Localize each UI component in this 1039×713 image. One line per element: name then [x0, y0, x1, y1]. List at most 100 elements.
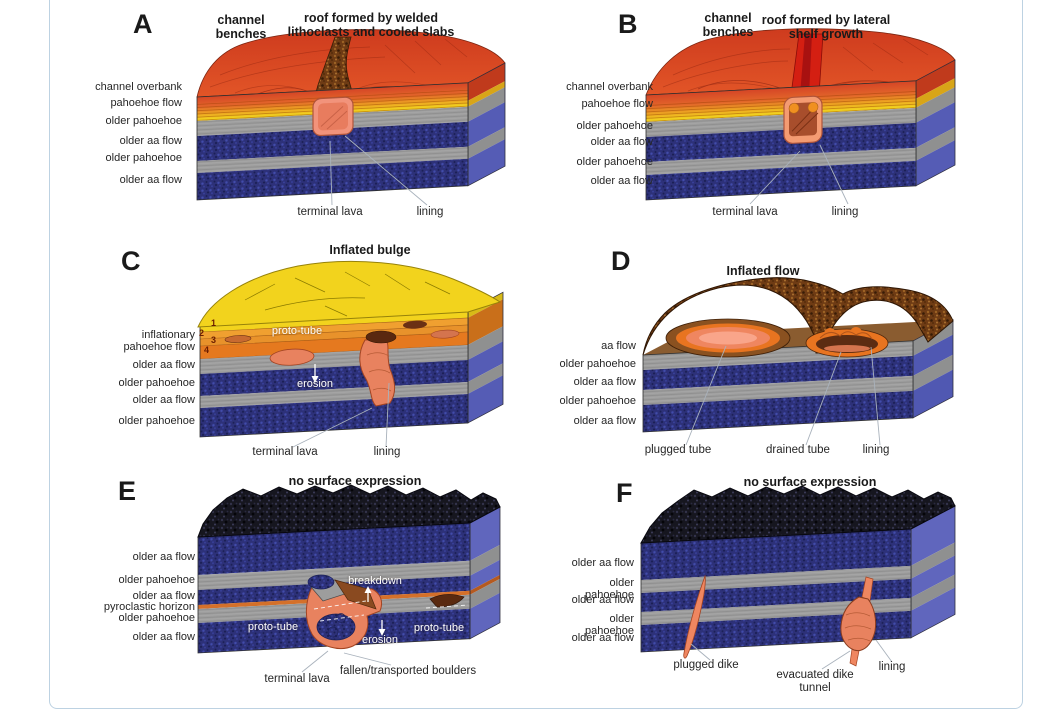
feature-label-terminal-lava: terminal lava — [712, 206, 778, 218]
leader-line — [343, 652, 392, 666]
breakdown-arrow — [364, 586, 372, 602]
side-face — [910, 504, 956, 639]
panel-c: C Inflated bulge inflationary pahoehoe f… — [85, 240, 515, 482]
side-face — [467, 291, 504, 424]
layer-label: older pahoehoe — [559, 395, 636, 407]
layer-label: older pahoehoe — [105, 152, 182, 164]
layer-label: older aa flow — [132, 590, 195, 602]
leader-line — [329, 140, 333, 206]
erosion-tube — [359, 330, 397, 407]
layer-label: older aa flow — [573, 376, 636, 388]
layer-label: older aa flow — [571, 594, 634, 606]
layer-label: older aa flow — [132, 551, 195, 563]
erosion-arrow — [378, 620, 386, 636]
sequence-number: 3 — [211, 335, 217, 345]
aa-flow-mounds — [642, 277, 954, 356]
lava-tube — [783, 95, 823, 144]
panel-b: B channel benches roof formed by lateral… — [558, 5, 1000, 240]
lateral-shelf-roof — [790, 33, 824, 96]
panel-letter: A — [133, 9, 153, 39]
side-face — [915, 59, 956, 187]
panel-e: E no surface expression older aa flow ol… — [85, 470, 515, 713]
layer-label: aa flow — [601, 340, 636, 352]
layer-label: older pahoehoe — [585, 577, 634, 601]
layer-label: older pahoehoe — [118, 612, 195, 624]
feature-label-plugged-tube: plugged tube — [644, 444, 712, 456]
fallen-boulders — [316, 613, 356, 641]
layer-label: older pahoehoe — [105, 115, 182, 127]
layer-label: older aa flow — [132, 359, 195, 371]
front-face — [199, 310, 469, 438]
panel-letter: E — [118, 476, 137, 506]
annotation-roof: roof formed by lateral shelf growth — [761, 13, 891, 42]
layer-label: older aa flow — [132, 631, 195, 643]
leader-line — [292, 407, 373, 448]
block-diagram-e — [197, 484, 501, 673]
front-face — [640, 528, 912, 653]
panel-d: D Inflated flow aa flow older pahoehoe o… — [558, 240, 1000, 482]
proto-tube-lens — [425, 594, 469, 609]
panel-a: A channel benches roof formed by welded … — [85, 5, 515, 240]
feature-label-lining: lining — [862, 444, 890, 456]
sequence-number: 1 — [211, 318, 217, 328]
layer-label: inflationary pahoehoe flow — [123, 329, 195, 353]
block-diagram-b — [645, 28, 956, 205]
layer-label: older pahoehoe — [118, 415, 195, 427]
leader-line — [385, 382, 390, 448]
layer-label: older aa flow — [119, 135, 182, 147]
layer-label: older aa flow — [119, 174, 182, 186]
front-face — [642, 340, 914, 433]
leader-line — [870, 346, 881, 446]
feature-label-evacuated-dike-tunnel: evacuated dike tunnel — [776, 669, 854, 694]
front-face — [645, 80, 917, 201]
panel-letter: F — [616, 478, 633, 508]
annotation-channel-benches: channel benches — [702, 11, 754, 40]
inner-label-proto-tube-left: proto-tube — [247, 621, 299, 633]
leader-line — [685, 345, 727, 446]
inflated-bulge-surface — [197, 260, 502, 328]
plugged-dike — [683, 574, 706, 659]
sequence-number: 2 — [199, 328, 205, 338]
front-face — [196, 82, 469, 201]
layer-label: channel overbank — [95, 81, 182, 93]
leader-line — [749, 150, 801, 205]
erosion-arrow — [311, 364, 319, 383]
layer-label: older pahoehoe — [576, 120, 653, 132]
drained-tube — [805, 327, 889, 358]
side-face — [469, 506, 501, 640]
leader-line — [344, 135, 428, 206]
feature-label-drained-tube: drained tube — [766, 444, 830, 456]
layer-label: older pahoehoe — [585, 613, 634, 637]
layer-label: older aa flow — [590, 175, 653, 187]
dark-surface — [197, 484, 501, 538]
feature-label-plugged-dike: plugged dike — [673, 659, 739, 671]
layer-label: channel overbank — [566, 81, 653, 93]
block-diagram-d — [642, 277, 954, 446]
panel-title: Inflated flow — [726, 264, 800, 278]
layer-label: older pahoehoe — [576, 156, 653, 168]
feature-label-lining: lining — [831, 206, 859, 218]
leader-line — [875, 639, 893, 663]
feature-label-lining: lining — [373, 446, 401, 458]
sequence-number: 4 — [204, 345, 210, 355]
leader-line — [690, 643, 711, 661]
layer-label: older pahoehoe — [559, 358, 636, 370]
feature-label-lining: lining — [878, 661, 906, 673]
layer-label: older aa flow — [573, 415, 636, 427]
layer-label: older aa flow — [571, 557, 634, 569]
dark-surface — [640, 485, 956, 544]
layer-label: pahoehoe flow — [581, 98, 653, 110]
layer-label: older aa flow — [571, 632, 634, 644]
inner-label-proto-tube: proto-tube — [271, 325, 323, 337]
annotation-roof: roof formed by welded lithoclasts and co… — [287, 11, 455, 40]
layer-label: older aa flow — [590, 136, 653, 148]
feature-label-lining: lining — [416, 206, 444, 218]
layer-label: pahoehoe flow — [110, 97, 182, 109]
leader-line — [821, 650, 851, 670]
layer-label: older pahoehoe — [118, 574, 195, 586]
layer-label: older aa flow — [132, 394, 195, 406]
feature-label-terminal-lava: terminal lava — [252, 446, 318, 458]
panel-title: no surface expression — [288, 474, 422, 488]
panel-title: no surface expression — [743, 475, 877, 489]
top-face — [645, 28, 956, 96]
